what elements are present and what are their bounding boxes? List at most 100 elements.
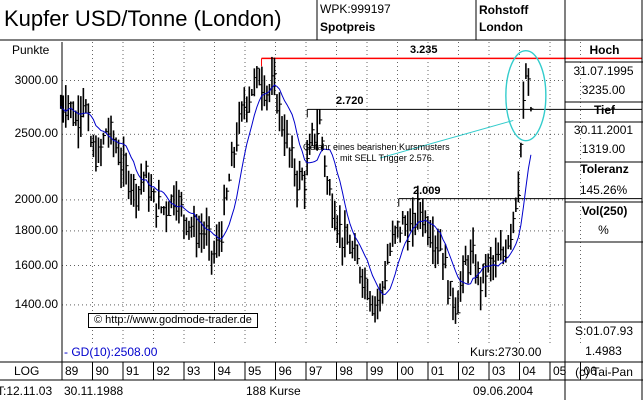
- price-bar: [248, 86, 252, 113]
- y-tick-label: 1800.00: [14, 222, 58, 237]
- price-bar: [235, 122, 240, 152]
- spike-highlight-ellipse: [505, 49, 547, 142]
- x-tick-label: 02: [461, 364, 475, 378]
- x-tick-label: 98: [339, 364, 353, 378]
- annotation-line-1: Gefahr eines bearishen Kursmusters: [303, 142, 450, 152]
- price-bar: [155, 203, 159, 228]
- moving-average-label: - GD(10):2508.00: [64, 345, 158, 359]
- price-bar: [515, 197, 519, 212]
- price-bar: [278, 92, 282, 132]
- price-bar: [311, 122, 315, 147]
- x-tick-label: 04: [522, 364, 536, 378]
- vol-value: %: [598, 223, 609, 237]
- x-tick-label: 03: [492, 364, 506, 378]
- price-bar: [449, 280, 453, 297]
- x-tick-label: 92: [156, 364, 170, 378]
- price-bar: [95, 135, 99, 172]
- price-bar: [447, 280, 451, 305]
- price-bar: [517, 171, 521, 203]
- price-bar: [512, 211, 516, 234]
- level-label: 2.009: [413, 184, 441, 197]
- s-value: 1.4983: [585, 344, 622, 358]
- price-bar: [479, 276, 484, 311]
- x-tick-label: 01: [431, 364, 445, 378]
- price-bar: [87, 103, 91, 132]
- price-bar: [225, 187, 230, 201]
- price-bar: [454, 297, 459, 324]
- tief-date: 30.11.2001: [573, 123, 634, 137]
- price-bar: [484, 253, 489, 298]
- price-bar: [457, 290, 461, 314]
- hoch-date: 31.07.1995: [573, 64, 634, 78]
- price-bar: [100, 138, 104, 167]
- x-tick-label: 99: [370, 364, 384, 378]
- price-bar: [102, 132, 106, 145]
- price-bar: [318, 108, 323, 125]
- x-tick-label: 00: [400, 364, 414, 378]
- x-tick-label: 90: [95, 364, 109, 378]
- footer-start-date: 30.11.1988: [64, 384, 124, 398]
- price-bar: [208, 216, 212, 261]
- x-tick-label: 95: [248, 364, 262, 378]
- x-tick-label: 97: [309, 364, 323, 378]
- x-tick-label: 93: [187, 364, 201, 378]
- price-bar: [389, 242, 393, 257]
- chart-grid: [61, 42, 581, 343]
- price-bar: [303, 170, 308, 210]
- price-bar: [439, 229, 443, 251]
- price-bar: [386, 243, 391, 265]
- tief-value: 1319.00: [581, 142, 626, 156]
- price-bar: [145, 160, 149, 179]
- price-bar: [110, 115, 114, 145]
- price-bar: [356, 244, 360, 265]
- price-bar: [291, 135, 295, 169]
- price-bar: [477, 261, 481, 286]
- toleranz-label: Toleranz: [580, 162, 629, 176]
- price-bar: [396, 220, 401, 238]
- price-bar: [152, 188, 157, 203]
- copyright-label: (c) Tai-Pan: [575, 365, 633, 379]
- price-bar: [306, 140, 310, 176]
- price-bar: [339, 205, 343, 248]
- price-bars: [59, 56, 534, 324]
- log-scale-label: LOG: [14, 364, 40, 378]
- y-tick-label: 2500.00: [14, 126, 58, 141]
- price-bar: [256, 66, 260, 89]
- wpk-label: WPK:999197: [320, 2, 391, 16]
- price-bar: [296, 170, 300, 208]
- price-bar: [132, 174, 137, 207]
- y-axis-label: Punkte: [12, 43, 50, 57]
- price-bar: [444, 244, 448, 269]
- price-type-label: Spotpreis: [320, 20, 376, 34]
- toleranz-value: 145.26%: [579, 183, 628, 197]
- y-tick-label: 3000.00: [14, 72, 58, 87]
- tief-label: Tief: [593, 103, 616, 117]
- x-tick-label: 91: [126, 364, 140, 378]
- price-bar: [180, 191, 184, 217]
- vol-label: Vol(250): [581, 204, 628, 218]
- watermark-label: © http://www.godmode-trader.de: [88, 313, 258, 328]
- category-label: Rohstoff: [479, 3, 529, 17]
- footer-end-date: 09.06.2004: [473, 384, 534, 398]
- level-label: 2.720: [336, 95, 364, 108]
- price-bar: [125, 152, 129, 185]
- price-bar: [399, 226, 403, 243]
- price-bar: [316, 109, 320, 151]
- price-bar: [323, 155, 328, 178]
- price-bar: [530, 106, 534, 112]
- annotation-line-2: mit SELL Trigger 2.576.: [340, 153, 435, 163]
- price-bar: [406, 211, 411, 251]
- y-tick-label: 1600.00: [14, 257, 58, 272]
- price-bar: [286, 119, 290, 149]
- hoch-value: 3235.00: [581, 83, 626, 97]
- price-bar: [384, 261, 388, 290]
- annotation-pointer: [379, 119, 514, 159]
- price-bar: [273, 57, 277, 96]
- level-label: 3.235: [410, 44, 438, 57]
- last-price-label: Kurs:2730.00: [470, 345, 542, 359]
- y-tick-label: 1400.00: [14, 296, 58, 311]
- price-bar: [520, 142, 524, 158]
- y-tick-label: 2000.00: [14, 191, 58, 206]
